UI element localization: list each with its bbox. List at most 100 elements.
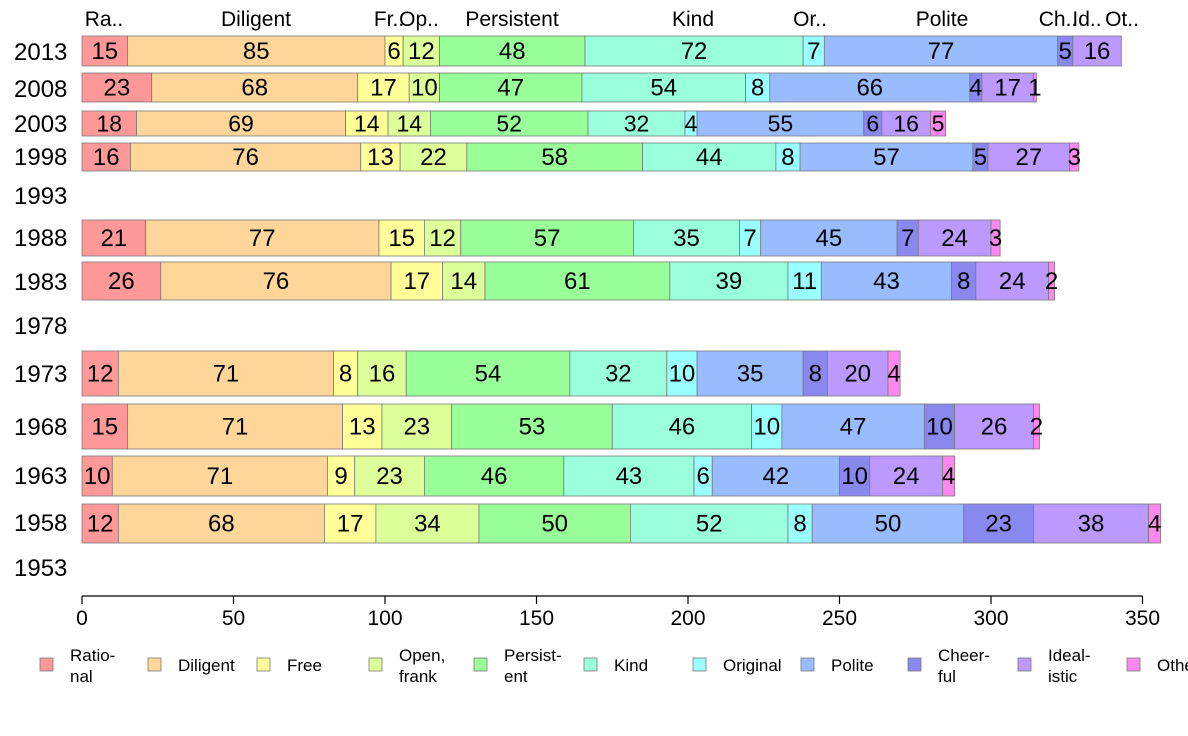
bar-segment-1988-open-frank <box>423 219 462 257</box>
legend-item-cheerful: Cheer-ful <box>907 646 990 686</box>
bar-value-label-1963-10: 4 <box>942 463 955 490</box>
year-label-1988: 1988 <box>14 225 67 252</box>
bar-value-label-1983-4: 61 <box>564 268 591 295</box>
bar-segment-2003-free <box>345 110 389 137</box>
bar-value-label-1988-10: 3 <box>989 225 1002 252</box>
bar-segment-1998-open-frank <box>399 142 468 172</box>
bar-value-label-2013-3: 12 <box>408 38 435 65</box>
legend-swatch <box>800 657 815 672</box>
bar-value-label-1973-2: 8 <box>339 361 352 388</box>
bar-segment-1963-other <box>942 455 956 497</box>
bar-segment-1998-original <box>775 142 801 172</box>
bar-value-label-1968-9: 26 <box>981 414 1008 441</box>
bar-row-1988: 21 77 15 12 57 35 7 45 7 24 3 <box>81 219 1002 257</box>
bar-segment-1983-rational <box>81 261 162 301</box>
bar-value-label-2008-9: 17 <box>994 75 1021 102</box>
legend-item-persistent: Persist-ent <box>473 646 562 686</box>
top-label-rational: Ra.. <box>85 8 124 31</box>
legend-item-open-frank: Open, frank <box>368 646 445 686</box>
legend-swatch <box>1126 657 1141 672</box>
legend-label-line2: ful <box>938 667 956 686</box>
bar-segment-1958-original <box>787 503 813 544</box>
bar-value-label-1973-7: 35 <box>737 361 764 388</box>
bar-segment-1983-idealistic <box>975 261 1049 301</box>
bar-value-label-1958-9: 38 <box>1078 511 1105 538</box>
top-label-idealistic: Id.. <box>1072 8 1101 31</box>
bar-row-2003: 18 69 14 14 52 32 4 55 6 16 5 <box>81 110 946 137</box>
bar-segment-1983-free <box>390 261 443 301</box>
bar-segment-1988-polite <box>760 219 898 257</box>
top-label-other: Ot.. <box>1105 8 1139 31</box>
bar-segment-1973-other <box>887 350 901 397</box>
legend-swatch <box>692 657 707 672</box>
x-tick-label-0: 0 <box>76 607 88 630</box>
bar-value-label-2003-5: 32 <box>624 111 650 137</box>
bar-segment-1983-cheerful <box>951 261 977 301</box>
legend-swatch <box>1017 657 1032 672</box>
bar-value-label-1968-0: 15 <box>91 414 118 441</box>
bar-value-label-2008-1: 68 <box>241 75 268 102</box>
legend-label-line1: Open, <box>399 646 445 665</box>
bar-segment-1973-idealistic <box>826 350 889 397</box>
top-label-cheerful: Ch.. <box>1039 8 1078 31</box>
bar-value-label-1983-10: 2 <box>1045 268 1058 295</box>
bar-value-label-2013-8: 5 <box>1059 38 1072 65</box>
x-tick-label-150: 150 <box>519 607 554 630</box>
top-label-diligent: Diligent <box>221 8 291 31</box>
bar-segment-1968-kind <box>611 403 753 450</box>
bar-value-label-1998-0: 16 <box>93 144 120 171</box>
legend-swatch <box>368 657 383 672</box>
bar-segment-1983-other <box>1048 261 1056 301</box>
bar-value-label-1998-5: 44 <box>696 144 723 171</box>
bar-segment-1968-diligent <box>127 403 343 450</box>
bar-value-label-1998-10: 3 <box>1068 144 1081 171</box>
bar-value-label-2003-3: 14 <box>396 111 422 137</box>
bar-segment-1998-polite <box>799 142 974 172</box>
bar-segment-1988-other <box>990 219 1001 257</box>
legend-label: Kind <box>614 656 648 675</box>
x-tick-label-250: 250 <box>822 607 857 630</box>
bar-segment-1998-rational <box>81 142 131 172</box>
bar-segment-2013-idealistic <box>1072 35 1122 67</box>
bar-value-label-1988-8: 7 <box>901 225 914 252</box>
x-tick-label-100: 100 <box>367 607 402 630</box>
legend-swatch <box>907 657 922 672</box>
bar-value-label-1958-2: 17 <box>337 511 364 538</box>
bar-value-label-2013-6: 7 <box>807 38 820 65</box>
bar-segment-1973-diligent <box>117 350 334 397</box>
bar-segment-2008-original <box>745 72 771 103</box>
bar-value-label-1968-2: 13 <box>349 414 376 441</box>
year-label-1993: 1993 <box>14 183 67 210</box>
bar-segment-1988-persistent <box>460 219 634 257</box>
legend-label-line2: frank <box>399 667 437 686</box>
bar-value-label-2008-2: 17 <box>370 75 397 102</box>
bar-segment-1983-diligent <box>160 261 392 301</box>
bar-segment-2003-rational <box>81 110 137 137</box>
top-label-free: Fr.. <box>374 8 404 31</box>
bar-value-label-1973-9: 20 <box>844 361 871 388</box>
legend-label-line2: nal <box>70 667 93 686</box>
bar-segment-2013-open-frank <box>402 35 440 67</box>
year-label-1983: 1983 <box>14 269 67 296</box>
bar-value-label-2008-0: 23 <box>103 75 130 102</box>
legend-swatch <box>39 657 54 672</box>
bar-segment-1963-kind <box>563 455 695 497</box>
bar-segment-2003-persistent <box>430 110 589 137</box>
bar-value-label-1973-10: 4 <box>887 361 900 388</box>
legend-item-original: Original <box>692 656 782 675</box>
bar-value-label-2013-9: 16 <box>1084 38 1111 65</box>
bar-value-label-1968-6: 10 <box>753 414 780 441</box>
bar-value-label-1983-8: 8 <box>957 268 970 295</box>
bar-segment-2003-polite <box>696 110 865 137</box>
bar-value-label-1958-8: 23 <box>985 511 1012 538</box>
bar-value-label-1998-1: 76 <box>232 144 259 171</box>
bar-value-label-1973-4: 54 <box>475 361 502 388</box>
top-label-kind: Kind <box>672 8 714 31</box>
bar-value-label-1983-3: 14 <box>450 268 477 295</box>
bar-value-label-1958-3: 34 <box>414 511 441 538</box>
bar-segment-2003-kind <box>587 110 686 137</box>
top-label-original: Or.. <box>793 8 827 31</box>
bar-segment-1963-diligent <box>111 455 328 497</box>
legend-label: Original <box>723 656 782 675</box>
